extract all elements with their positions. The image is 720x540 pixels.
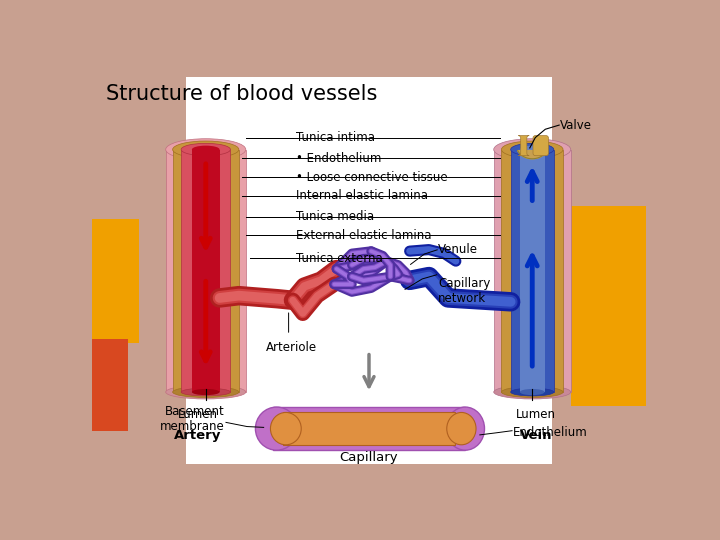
Text: Tunica externa: Tunica externa (296, 252, 382, 265)
Text: Internal elastic lamina: Internal elastic lamina (296, 190, 428, 202)
Text: Valve: Valve (560, 119, 593, 132)
Bar (273, 407, 465, 450)
Ellipse shape (494, 139, 571, 160)
Text: • Loose connective tissue: • Loose connective tissue (296, 171, 447, 184)
Text: Structure of blood vessels: Structure of blood vessels (106, 84, 377, 104)
Text: Tunica media: Tunica media (296, 210, 374, 223)
Bar (92, 219, 139, 343)
Ellipse shape (271, 413, 301, 445)
Bar (520, 150, 544, 392)
Text: Basement
membrane: Basement membrane (160, 405, 225, 433)
Bar (501, 150, 563, 392)
Bar (510, 150, 554, 392)
Text: Vein: Vein (520, 429, 552, 442)
FancyBboxPatch shape (533, 136, 549, 156)
Ellipse shape (520, 146, 544, 153)
Ellipse shape (446, 407, 485, 450)
Ellipse shape (173, 387, 239, 397)
Ellipse shape (256, 407, 298, 450)
Text: • Endothelium: • Endothelium (296, 152, 381, 165)
Ellipse shape (166, 139, 246, 160)
Bar (166, 150, 246, 392)
Ellipse shape (173, 141, 239, 158)
Text: Lumen: Lumen (516, 408, 556, 421)
Text: Capillary
network: Capillary network (438, 277, 490, 305)
Bar (283, 413, 455, 445)
Text: Venule: Venule (438, 244, 478, 256)
Ellipse shape (520, 389, 544, 395)
Bar (173, 150, 239, 392)
Ellipse shape (510, 388, 554, 396)
Ellipse shape (192, 146, 220, 153)
FancyBboxPatch shape (518, 136, 529, 156)
Bar (181, 150, 230, 392)
Bar (192, 150, 220, 392)
Bar (92, 339, 128, 431)
Text: Arteriole: Arteriole (266, 341, 317, 354)
Ellipse shape (181, 388, 230, 396)
Ellipse shape (494, 385, 571, 399)
Text: Endothelium: Endothelium (513, 426, 588, 439)
Bar (572, 206, 647, 406)
Text: Artery: Artery (174, 429, 222, 442)
Ellipse shape (510, 143, 554, 156)
Ellipse shape (166, 385, 246, 399)
Bar (186, 77, 552, 464)
Ellipse shape (501, 141, 563, 158)
Text: External elastic lamina: External elastic lamina (296, 229, 431, 242)
Ellipse shape (181, 143, 230, 156)
Text: Lumen: Lumen (178, 408, 218, 421)
Text: Capillary: Capillary (340, 451, 398, 464)
Polygon shape (518, 151, 546, 159)
Ellipse shape (447, 413, 476, 445)
Ellipse shape (192, 389, 220, 395)
Ellipse shape (501, 387, 563, 397)
Bar (494, 150, 571, 392)
Text: Tunica intima: Tunica intima (296, 131, 375, 144)
